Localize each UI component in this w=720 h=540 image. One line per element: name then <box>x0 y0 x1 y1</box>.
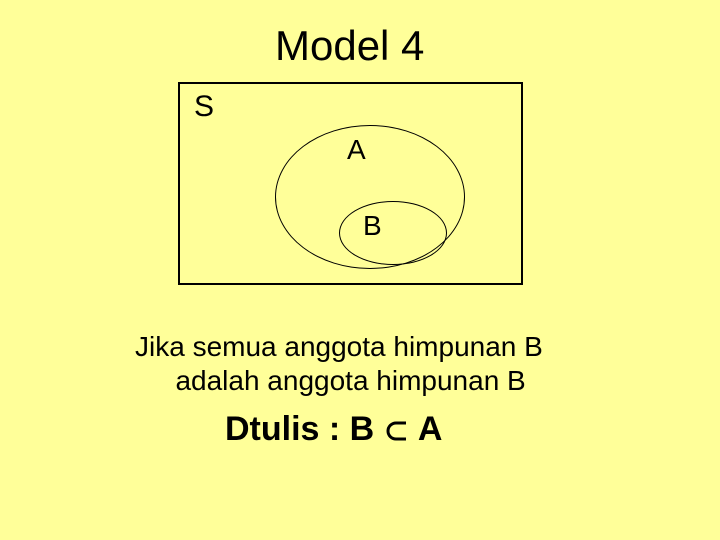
notation-text: Dtulis : B A <box>225 410 442 449</box>
notation-prefix: Dtulis : B <box>225 410 384 448</box>
description-text: Jika semua anggota himpunan B adalah ang… <box>135 330 543 398</box>
set-a-label: A <box>347 134 366 166</box>
subset-icon <box>384 412 410 451</box>
description-line1: Jika semua anggota himpunan B <box>135 331 543 362</box>
set-b-ellipse <box>339 201 447 265</box>
set-b-label: B <box>363 210 382 242</box>
description-line2: adalah anggota himpunan B <box>175 365 525 396</box>
universe-label-s: S <box>194 90 214 124</box>
slide-title: Model 4 <box>275 22 424 70</box>
notation-suffix: A <box>410 410 443 448</box>
